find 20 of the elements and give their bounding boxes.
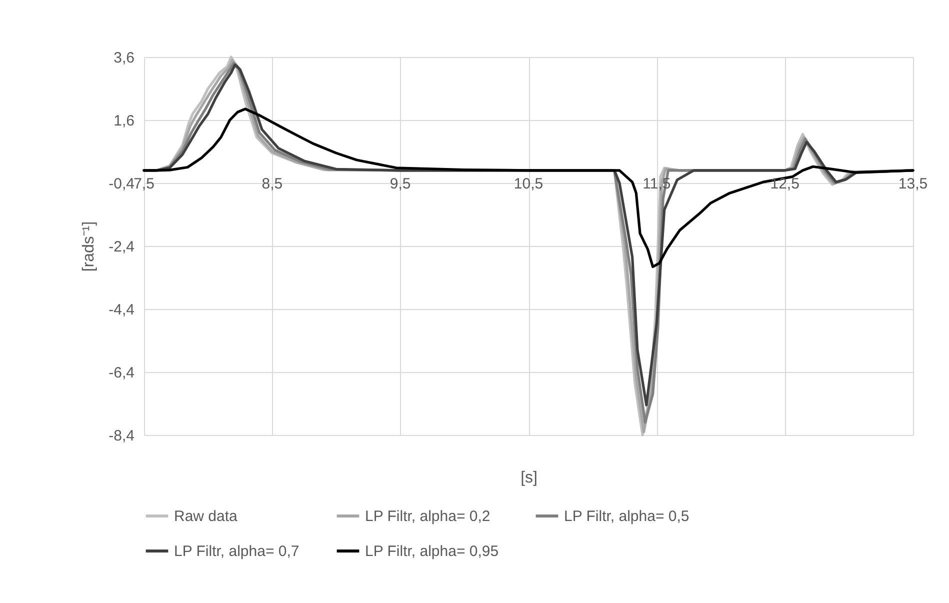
x-tick-label: 10,5 <box>514 175 544 192</box>
x-tick-label: 7,5 <box>134 175 154 192</box>
y-tick-label: -4,4 <box>108 302 134 318</box>
legend-label: LP Filtr, alpha= 0,5 <box>564 508 690 525</box>
legend-label: LP Filtr, alpha= 0,95 <box>365 543 499 560</box>
y-tick-label: -2,4 <box>108 238 134 256</box>
y-tick-label: -8,4 <box>108 428 134 444</box>
x-tick-label: 8,5 <box>262 175 283 192</box>
y-tick-label: -0,4 <box>108 176 134 192</box>
legend-label: Raw data <box>174 508 238 525</box>
y-tick-label: 3,6 <box>114 50 134 66</box>
x-tick-label: 9,5 <box>390 175 411 192</box>
legend-label: LP Filtr, alpha= 0,2 <box>365 508 490 525</box>
x-tick-label: 13,5 <box>898 175 928 192</box>
x-axis-title: [s] <box>520 470 538 486</box>
y-axis-title: [rads⁻¹] <box>80 221 98 272</box>
y-tick-label: 1,6 <box>114 112 134 130</box>
x-tick-label: 12,5 <box>770 175 800 192</box>
legend-label: LP Filtr, alpha= 0,7 <box>174 543 300 560</box>
y-tick-label: -6,4 <box>108 364 134 382</box>
